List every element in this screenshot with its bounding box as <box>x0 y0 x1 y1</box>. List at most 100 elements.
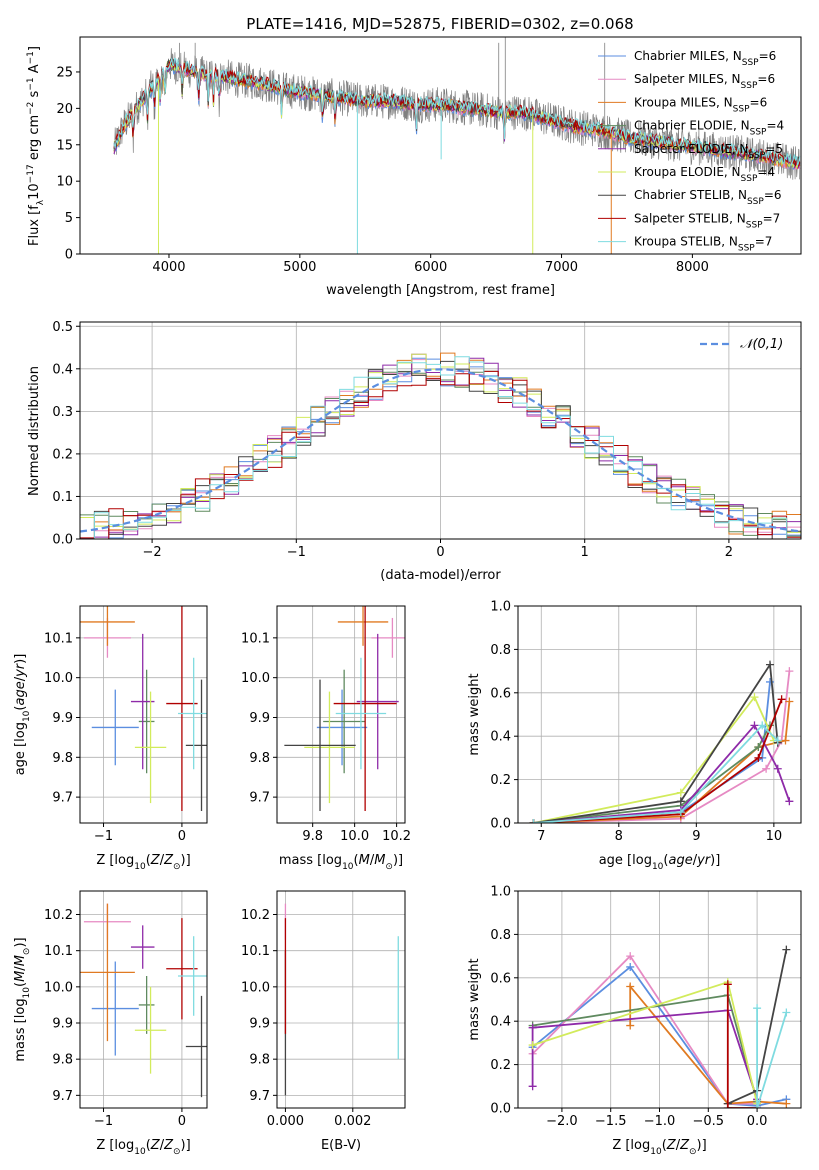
label-part: Chabrier ELODIE, N <box>634 119 750 133</box>
label-part: ( <box>13 706 28 711</box>
data-point <box>333 606 397 812</box>
y-tick-label: 25 <box>56 65 73 80</box>
data-point <box>185 679 207 812</box>
data-point <box>371 617 405 658</box>
y-tick-label: 0.3 <box>52 405 73 420</box>
label-part: age <box>13 681 28 705</box>
plot-area <box>80 352 801 539</box>
y-tick-label: 9.9 <box>249 711 270 726</box>
x-axis-label: Z [log10(Z/Z⊙)] <box>96 853 190 872</box>
x-tick-label: −2.0 <box>546 1114 578 1129</box>
y-tick-label: 9.7 <box>52 791 73 806</box>
label-part: 10 <box>342 862 354 872</box>
x-tick-label: 0 <box>436 545 444 560</box>
y-tick-label: 0.0 <box>52 533 73 548</box>
label-part: 10 <box>134 1147 146 1157</box>
data-point <box>335 657 387 770</box>
x-tick-label: −1.0 <box>644 1114 676 1129</box>
series-marker <box>762 764 771 773</box>
series-marker <box>782 945 791 954</box>
label-part: 10 <box>650 1147 662 1157</box>
y-tick-label: 10.1 <box>44 944 73 959</box>
label-part: SSP <box>733 104 750 114</box>
label-part: Salpeter MILES, N <box>634 72 741 86</box>
label-part: A <box>27 64 42 77</box>
legend-entry: 𝒩(0,1) <box>740 337 783 352</box>
x-tick-label: −1.5 <box>595 1114 627 1129</box>
label-part: 10 <box>652 862 664 872</box>
y-axis-label: Normed distribution <box>27 366 42 496</box>
label-part: / <box>160 853 165 868</box>
label-part: SSP <box>738 244 755 254</box>
legend-entry: Kroupa STELIB, NSSP=7 <box>634 235 772 254</box>
label-part: =4 <box>757 165 775 179</box>
x-tick-label: 10 <box>766 829 783 844</box>
y-tick-label: 10.0 <box>44 671 73 686</box>
y-tick-label: 0.2 <box>490 773 511 788</box>
label-part: ⊙ <box>22 948 32 956</box>
y-tick-label: 0.5 <box>52 320 73 335</box>
label-part: )] <box>13 937 28 947</box>
data-point <box>134 986 167 1074</box>
y-axis-label: mass weight <box>467 958 482 1040</box>
data-point <box>134 691 167 804</box>
label-part: Kroupa ELODIE, N <box>634 165 741 179</box>
label-part: λ <box>36 199 46 205</box>
x-tick-label: 1 <box>581 545 589 560</box>
series-marker <box>723 1104 732 1108</box>
data-point <box>166 918 198 1020</box>
label-part: mass [log <box>279 853 342 868</box>
x-tick-label: 8000 <box>676 260 709 275</box>
y-tick-label: 10.0 <box>241 980 270 995</box>
label-part: ( <box>354 853 359 868</box>
series-marker <box>676 808 685 817</box>
y-tick-label: 10.0 <box>44 980 73 995</box>
y-axis-label: Flux [fλ10−17 erg cm−2 s−1 A−1] <box>26 46 46 246</box>
label-part: SSP <box>742 58 759 68</box>
axes-frame <box>276 890 406 1109</box>
label-part: s <box>27 90 42 101</box>
series-line <box>533 724 779 823</box>
data-point <box>138 669 155 774</box>
label-part: SSP <box>746 220 763 230</box>
label-part: =5 <box>765 142 783 156</box>
label-part: SSP <box>748 151 765 161</box>
label-part: =6 <box>759 49 777 63</box>
y-tick-label: 9.8 <box>52 751 73 766</box>
x-tick-label: −2 <box>143 545 162 560</box>
label-part: Z <box>163 853 174 868</box>
label-part: ⊙ <box>689 1147 697 1157</box>
axes-frame <box>79 605 208 824</box>
y-tick-label: 5 <box>65 211 73 226</box>
y-tick-label: 0.1 <box>52 490 73 505</box>
label-part: Z <box>150 853 161 868</box>
legend-entry: Kroupa ELODIE, NSSP=4 <box>634 165 775 184</box>
data-point <box>304 691 355 804</box>
label-part: / <box>13 966 28 971</box>
label-part: Z [log <box>96 1138 134 1153</box>
x-tick-label: 0.002 <box>334 1114 371 1129</box>
plot-area <box>113 37 801 254</box>
y-tick-label: 1.0 <box>490 600 511 615</box>
label-part: )] <box>181 853 191 868</box>
y-tick-label: 9.8 <box>249 1053 270 1068</box>
y-tick-label: 9.7 <box>249 1089 270 1104</box>
series-marker <box>626 982 635 991</box>
label-part: 10 <box>134 862 146 872</box>
y-tick-label: 0.8 <box>490 928 511 943</box>
y-tick-label: 10.2 <box>44 908 73 923</box>
plot-area <box>80 903 207 1098</box>
x-tick-label: 0 <box>178 1114 186 1129</box>
series-line <box>533 695 775 823</box>
legend-entry: Salpeter ELODIE, NSSP=5 <box>634 142 783 161</box>
series-line <box>533 724 771 823</box>
series-marker <box>723 980 732 989</box>
label-part: M <box>374 853 385 868</box>
label-part: =6 <box>757 72 775 86</box>
series-marker <box>773 736 782 745</box>
label-part: Z [log <box>612 1138 650 1153</box>
data-point <box>337 606 389 646</box>
x-tick-label: 0.0 <box>747 1114 768 1129</box>
